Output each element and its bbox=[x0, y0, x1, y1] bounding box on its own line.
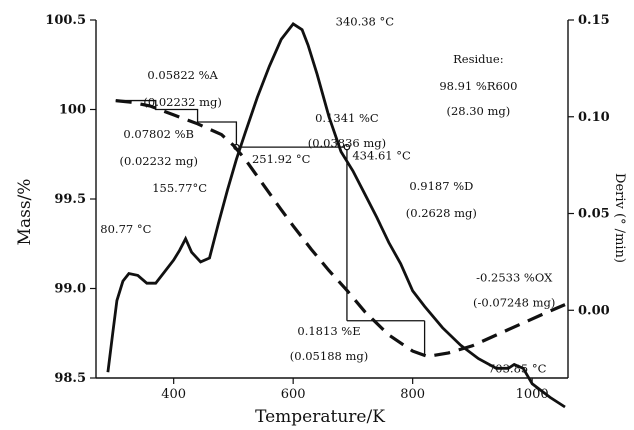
onset-marker bbox=[343, 143, 351, 151]
y2-tick-label: 0.10 bbox=[578, 110, 610, 125]
derivative-curve bbox=[106, 22, 566, 409]
annotation-label: 0.07802 %B bbox=[123, 127, 194, 141]
annotation-label: 0.1813 %E bbox=[297, 324, 360, 338]
annotation-label: 703.85 °C bbox=[488, 362, 547, 376]
annotation-label: (0.2628 mg) bbox=[406, 206, 477, 220]
annotation-label: (0.02232 mg) bbox=[120, 154, 198, 168]
annotation-label: (0.05188 mg) bbox=[290, 349, 368, 363]
y-tick-label: 100 bbox=[59, 103, 86, 118]
annotation-label: Residue: bbox=[453, 52, 504, 66]
annotation-label: (0.02232 mg) bbox=[143, 95, 221, 109]
y-tick-label: 98.5 bbox=[54, 371, 86, 386]
y-tick-label: 99.0 bbox=[54, 282, 86, 297]
annotation-label: 0.1341 %C bbox=[315, 111, 379, 125]
annotations: 340.38 °C Residue: 98.91 %R600 (28.30 mg) 0.… bbox=[100, 14, 555, 375]
annotation-label: 98.91 %R600 bbox=[439, 79, 517, 93]
annotation-label: (28.30 mg) bbox=[446, 104, 510, 118]
annotation-label: 0.9187 %D bbox=[409, 179, 473, 193]
annotation-label: 340.38 °C bbox=[336, 14, 395, 28]
annotation-label: (0.03836 mg) bbox=[308, 136, 386, 150]
x-tick-label: 400 bbox=[161, 387, 186, 402]
y-tick-label: 100.5 bbox=[45, 13, 86, 28]
y-tick-label: 99.5 bbox=[54, 192, 86, 207]
series bbox=[106, 22, 566, 409]
y2-tick-label: 0.00 bbox=[578, 303, 610, 318]
annotation-label: 80.77 °C bbox=[100, 222, 151, 236]
ticks: 400 600 800 1000 98.5 99.0 99.5 100 100.5 0.00 0.0… bbox=[45, 13, 609, 402]
annotation-label: -0.2533 %OX bbox=[476, 270, 553, 284]
y2-axis-title: Deriv (° /min) bbox=[612, 173, 627, 263]
annotation-label: 434.61 °C bbox=[352, 149, 411, 163]
x-tick-label: 800 bbox=[400, 387, 425, 402]
annotation-label: (-0.07248 mg) bbox=[473, 295, 555, 309]
mass-curve bbox=[115, 99, 566, 359]
x-tick-label: 1000 bbox=[516, 387, 549, 402]
step-construction-line bbox=[115, 99, 238, 146]
x-axis-title: Temperature/K bbox=[255, 407, 385, 427]
y2-tick-label: 0.15 bbox=[578, 13, 610, 28]
y-axis-title: Mass/% bbox=[15, 179, 35, 246]
x-tick-label: 600 bbox=[281, 387, 306, 402]
annotation-label: 0.05822 %A bbox=[147, 68, 218, 82]
annotation-label: 155.77°C bbox=[152, 181, 207, 195]
y2-tick-label: 0.05 bbox=[578, 207, 610, 222]
annotation-label: 251.92 °C bbox=[252, 152, 311, 166]
